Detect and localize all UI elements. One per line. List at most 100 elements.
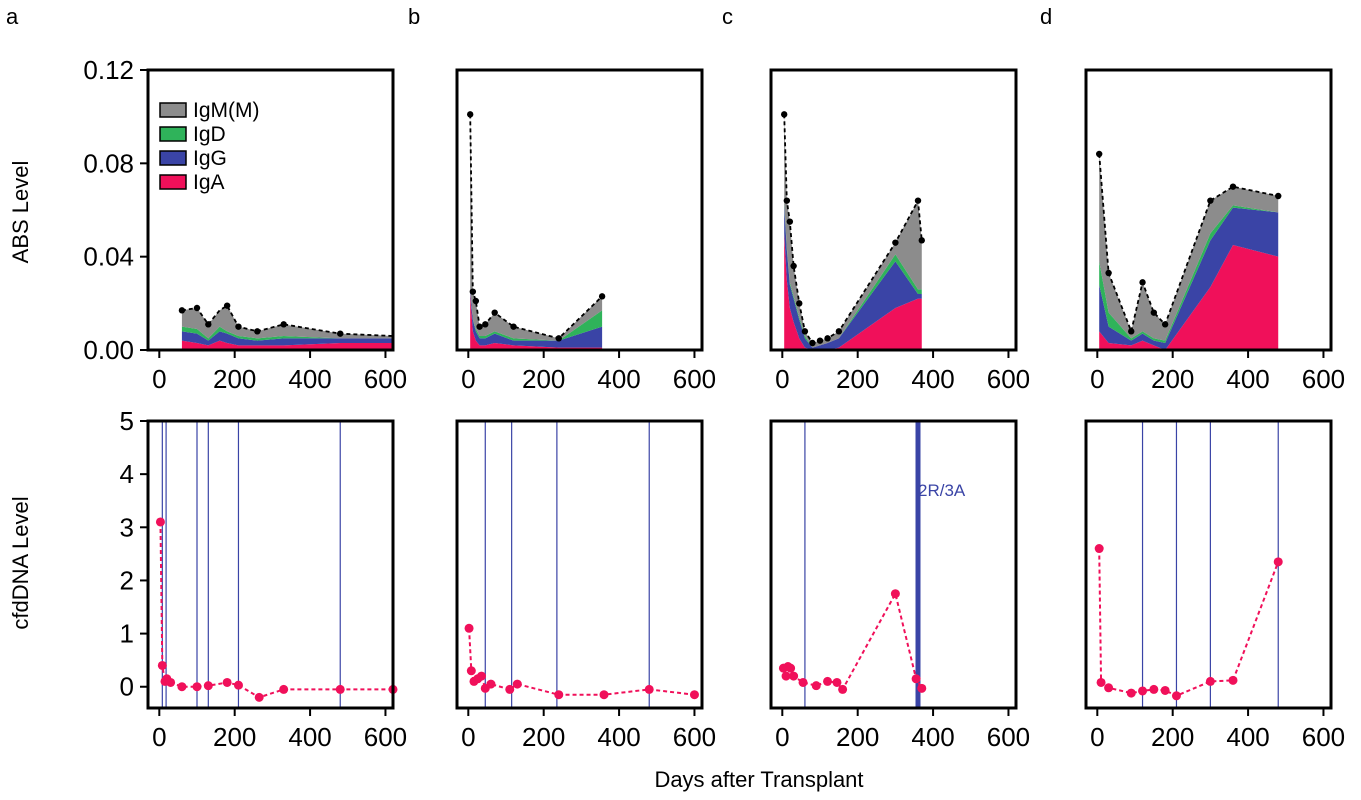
cfdna-point <box>157 660 167 670</box>
total-point <box>1229 183 1237 190</box>
x-tick-label: 200 <box>213 364 256 394</box>
y-tick-label: 2 <box>120 565 134 595</box>
x-tick-label: 0 <box>461 722 475 752</box>
panel-a-abs-axes: 0 200 400 600 <box>146 68 407 394</box>
cfdna-point <box>1096 677 1106 687</box>
cfdna-line <box>782 591 923 692</box>
cfdna-point <box>477 671 486 681</box>
cfdna-point <box>1205 676 1215 686</box>
total-point <box>1128 328 1135 335</box>
panel-d-abs-axes: 0 200 400 600 <box>1084 68 1345 394</box>
cfdna-point <box>222 677 232 687</box>
total-point <box>786 218 794 225</box>
total-point <box>1161 321 1169 328</box>
legend-label-igm: IgM(M) <box>193 99 260 122</box>
total-point <box>598 293 606 300</box>
total-point <box>835 328 843 335</box>
cfdna-point <box>644 684 654 694</box>
x-tick-label: 400 <box>1226 722 1269 752</box>
cfdna-line <box>1098 548 1280 697</box>
cfdna-point <box>166 677 176 687</box>
x-tick-label: 200 <box>213 722 256 752</box>
cfdna-point <box>811 681 821 691</box>
total-point <box>1150 309 1158 316</box>
legend-swatch-iga <box>159 174 187 190</box>
total-point <box>816 337 824 344</box>
area-igmm <box>1099 154 1279 341</box>
panel-c-abs-plot <box>780 111 925 350</box>
cfdna-point <box>155 517 165 527</box>
plot-frame <box>455 419 704 710</box>
total-line <box>469 114 603 340</box>
y-tick-label: 0.08 <box>83 148 134 178</box>
total-point <box>801 328 809 335</box>
cfdna-point <box>512 679 522 689</box>
total-point <box>482 321 489 328</box>
plot-frame <box>769 68 1018 352</box>
x-tick-label: 600 <box>1302 722 1345 752</box>
plot-frame <box>146 419 395 710</box>
total-point <box>1095 150 1103 158</box>
cfdna-point <box>911 674 921 684</box>
total-point <box>280 321 287 328</box>
cfdna-point <box>917 683 927 693</box>
cfdna-point <box>798 677 808 687</box>
total-point <box>205 321 212 328</box>
legend-swatch-igg <box>159 150 187 166</box>
total-point <box>235 323 242 330</box>
total-point <box>476 323 483 330</box>
cfdna-point <box>838 684 848 694</box>
cfdna-point <box>1228 675 1238 685</box>
total-point <box>472 297 480 305</box>
x-tick-label: 0 <box>1090 722 1104 752</box>
plot-frame <box>1084 419 1333 710</box>
cfdna-point <box>1104 683 1114 693</box>
area-igd <box>181 326 393 341</box>
cfdna-point <box>832 677 842 687</box>
panel-b-cfdna-plot <box>464 421 699 708</box>
cfdna-point <box>203 681 213 691</box>
cfdna-point <box>505 684 515 694</box>
cfdna-y-axis-title: cfdDNA Level <box>8 496 33 629</box>
x-tick-label: 200 <box>522 364 565 394</box>
x-tick-label: 600 <box>673 364 716 394</box>
y-tick-label: 3 <box>120 512 134 542</box>
total-point <box>466 111 474 118</box>
panel-label-c: c <box>722 4 733 29</box>
cfdna-line <box>159 521 393 699</box>
total-point <box>223 302 231 309</box>
plot-frame <box>146 68 395 352</box>
legend: IgM(M) IgD IgG IgA <box>159 99 260 194</box>
cfdna-point <box>890 589 900 599</box>
y-tick-label: 0.04 <box>83 242 134 272</box>
panel-d-cfdna-axes: 0 200 400 600 <box>1084 419 1345 752</box>
x-tick-label: 600 <box>987 722 1030 752</box>
cfdna-point <box>486 679 496 689</box>
area-iga <box>1099 245 1279 350</box>
x-axis-title: Days after Transplant <box>654 767 863 792</box>
plot-frame <box>455 68 704 352</box>
plot-frame <box>1084 68 1333 352</box>
cfdna-point <box>192 682 202 692</box>
y-tick-label: 0 <box>120 672 134 702</box>
total-line <box>1098 153 1279 335</box>
total-point <box>491 309 498 316</box>
legend-label-igd: IgD <box>193 123 226 146</box>
x-tick-label: 600 <box>364 722 407 752</box>
x-tick-label: 0 <box>775 722 789 752</box>
cfdna-line <box>468 628 695 696</box>
area-igmm <box>181 305 393 339</box>
cfdna-point <box>599 690 609 700</box>
total-point <box>254 328 261 335</box>
cfdna-point <box>1126 688 1136 698</box>
panel-b-cfdna-axes: 0 200 400 600 <box>455 419 716 752</box>
area-igd <box>784 203 922 348</box>
x-tick-label: 400 <box>911 722 954 752</box>
area-igd <box>1099 205 1279 343</box>
panel-label-d: d <box>1040 4 1052 29</box>
area-igmm <box>470 114 603 341</box>
y-tick-label: 0.12 <box>83 55 134 85</box>
legend-swatch-igd <box>159 126 187 142</box>
